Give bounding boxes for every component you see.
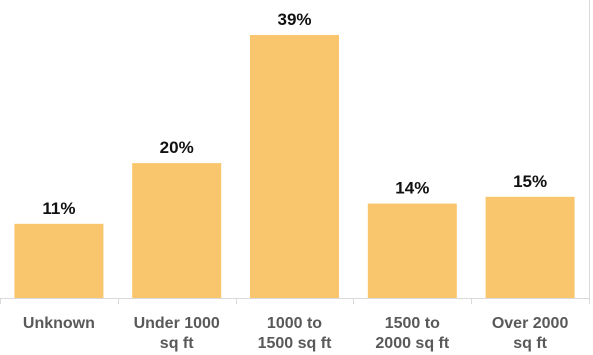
bar-value-label: 14% — [395, 179, 429, 198]
category-label: 2000 sq ft — [375, 335, 449, 352]
category-label: 1500 sq ft — [258, 335, 332, 352]
x-axis-ticks — [0, 298, 590, 304]
category-label: 1000 to — [267, 315, 322, 332]
category-label: Under 1000 — [134, 315, 220, 332]
bar-value-label: 11% — [42, 199, 75, 218]
value-labels-group: 11% 20% 39% 14% 15% — [42, 10, 547, 218]
bar — [14, 223, 104, 298]
bar-value-label: 20% — [160, 138, 194, 157]
category-label: 1500 to — [385, 315, 440, 332]
bar — [367, 203, 457, 298]
category-label: sq ft — [513, 335, 547, 352]
category-label: Over 2000 — [492, 315, 569, 332]
bars-group — [14, 35, 575, 298]
bar — [132, 163, 222, 298]
bar-value-label: 15% — [513, 172, 547, 191]
category-labels-group: Unknown Under 1000 sq ft 1000 to 1500 sq ft 1… — [23, 315, 569, 352]
category-label: Unknown — [23, 315, 95, 332]
bar-value-label: 39% — [277, 10, 311, 29]
bar — [485, 196, 575, 298]
category-label: sq ft — [160, 335, 194, 352]
bar — [250, 35, 339, 298]
